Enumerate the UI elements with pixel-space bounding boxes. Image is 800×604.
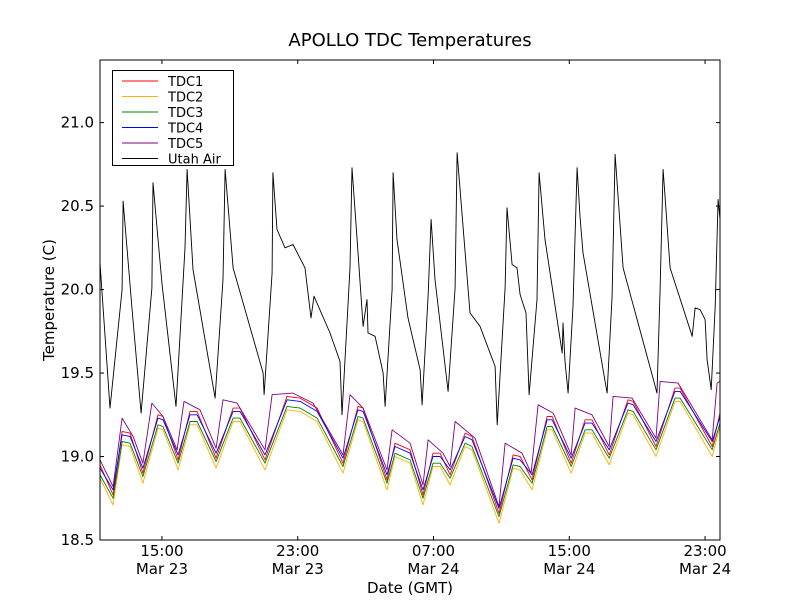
series-line-tdc4 — [99, 390, 721, 509]
x-axis-label: Date (GMT) — [367, 579, 453, 597]
series-line-tdc2 — [99, 400, 721, 524]
x-tick-date: Mar 23 — [272, 560, 324, 578]
x-tick-time: 07:00 — [412, 542, 455, 560]
y-tick-label: 20.0 — [61, 281, 94, 299]
plot-frame — [99, 59, 721, 541]
y-tick-label: 19.5 — [61, 364, 94, 382]
legend-entry: TDC1 — [122, 75, 203, 90]
x-tick-date: Mar 24 — [543, 560, 595, 578]
series-line-tdc3 — [99, 397, 721, 518]
series-line-tdc5 — [99, 380, 721, 508]
legend-entry: TDC5 — [122, 137, 203, 152]
x-tick-date: Mar 24 — [407, 560, 459, 578]
legend-label: TDC1 — [167, 75, 203, 90]
y-tick-label: 21.0 — [61, 114, 94, 132]
y-tick-label: 19.0 — [61, 448, 94, 466]
legend-label: TDC5 — [167, 137, 203, 152]
x-tick-time: 15:00 — [548, 542, 591, 560]
legend-label: TDC2 — [167, 91, 203, 106]
series-line-utah-air — [99, 152, 721, 426]
legend-box — [112, 70, 234, 166]
y-tick-label: 18.5 — [61, 531, 94, 549]
x-tick-time: 15:00 — [140, 542, 183, 560]
legend-entry: TDC2 — [122, 91, 203, 106]
legend-entry: Utah Air — [122, 153, 221, 168]
x-tick-date: Mar 23 — [136, 560, 188, 578]
legend-label: Utah Air — [168, 153, 221, 168]
legend-label: TDC4 — [167, 122, 203, 137]
legend-label: TDC3 — [167, 106, 203, 121]
chart-title: APOLLO TDC Temperatures — [288, 30, 531, 51]
x-tick-time: 23:00 — [276, 542, 319, 560]
x-tick-time: 23:00 — [683, 542, 726, 560]
x-tick-date: Mar 24 — [679, 560, 731, 578]
legend-entry: TDC4 — [122, 122, 203, 137]
legend-entry: TDC3 — [122, 106, 203, 121]
series-layer — [99, 152, 721, 524]
y-axis-label: Temperature (C) — [40, 239, 58, 362]
y-tick-label: 20.5 — [61, 197, 94, 215]
